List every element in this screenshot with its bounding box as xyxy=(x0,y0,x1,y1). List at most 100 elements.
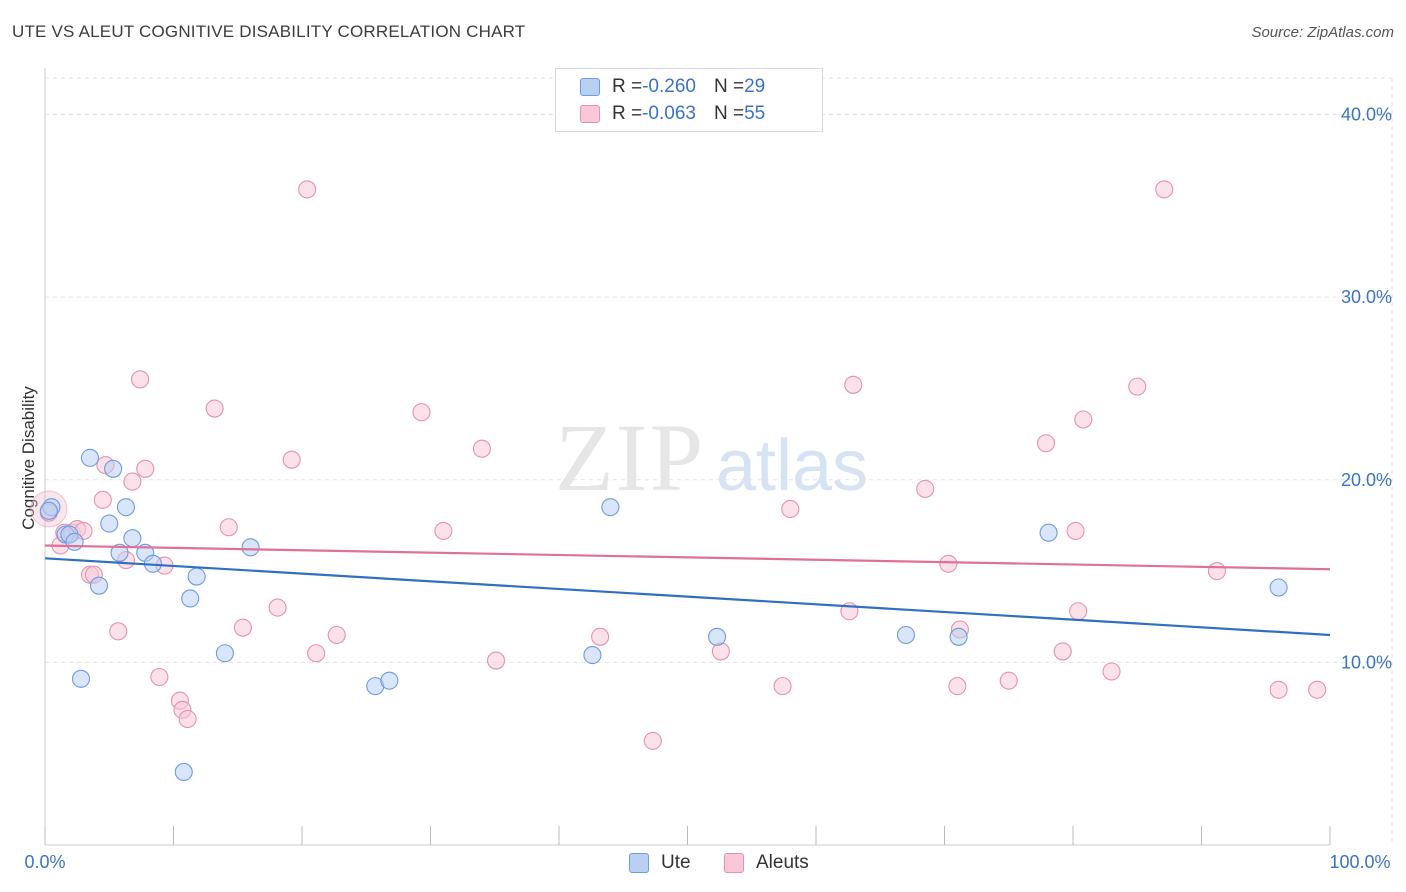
data-point-aleuts xyxy=(178,709,197,729)
data-point-aleuts xyxy=(150,667,169,687)
data-point-aleuts xyxy=(1036,434,1056,453)
data-point-aleuts xyxy=(1102,662,1121,681)
legend-aleuts-swatch xyxy=(724,853,744,873)
data-point-ute xyxy=(123,529,142,548)
data-point-aleuts xyxy=(268,598,287,617)
data-point-aleuts xyxy=(219,518,238,537)
data-point-ute xyxy=(100,514,119,533)
data-point-aleuts xyxy=(916,479,935,498)
watermark-zip: ZIP xyxy=(555,404,705,511)
data-point-ute xyxy=(116,498,136,517)
trend-line-ute xyxy=(44,557,1331,637)
ute-swatch xyxy=(580,78,600,96)
data-point-aleuts xyxy=(1128,377,1147,396)
ute-r-value: -0.260 xyxy=(642,76,696,97)
legend-aleuts-label: Aleuts xyxy=(756,852,809,873)
data-point-aleuts xyxy=(298,180,317,199)
data-point-ute xyxy=(241,538,260,557)
data-point-aleuts xyxy=(999,671,1018,690)
data-points xyxy=(30,180,1327,782)
data-point-ute xyxy=(89,576,109,595)
data-point-aleuts xyxy=(781,499,800,519)
data-point-aleuts xyxy=(307,644,326,663)
data-point-ute xyxy=(187,567,206,586)
trend-line-aleuts xyxy=(44,544,1331,571)
data-point-ute xyxy=(71,669,91,688)
data-point-aleuts xyxy=(948,677,967,696)
chart-title: UTE VS ALEUT COGNITIVE DISABILITY CORREL… xyxy=(12,22,526,41)
series-legend: Ute Aleuts xyxy=(0,852,1406,876)
data-point-ute xyxy=(80,448,100,467)
data-point-ute xyxy=(39,501,58,520)
data-point-ute xyxy=(601,498,620,517)
data-point-ute xyxy=(174,762,193,782)
source-label: Source: ZipAtlas.com xyxy=(1251,24,1394,41)
data-point-ute xyxy=(1039,523,1058,542)
data-point-ute xyxy=(110,543,129,562)
data-point-aleuts xyxy=(472,439,491,458)
legend-item-aleuts[interactable]: Aleuts xyxy=(724,852,809,874)
data-point-ute xyxy=(583,646,602,665)
data-point-aleuts xyxy=(939,554,958,573)
y-tick-label: 30.0% xyxy=(1341,287,1392,307)
x-tick-labels: 0.0% 100.0% xyxy=(24,852,1390,872)
data-point-ute xyxy=(65,532,84,551)
data-point-aleuts xyxy=(844,375,863,394)
data-point-ute xyxy=(708,627,727,646)
data-point-aleuts xyxy=(773,677,792,696)
stats-row-ute: R = -0.260 N = 29 xyxy=(580,74,765,100)
aleuts-r-label: R = xyxy=(612,103,643,124)
y-tick-label: 10.0% xyxy=(1341,652,1392,672)
data-point-ute xyxy=(104,459,123,478)
data-point-aleuts xyxy=(131,370,150,389)
y-tick-label: 40.0% xyxy=(1341,105,1392,125)
data-point-ute xyxy=(896,625,916,645)
data-point-aleuts xyxy=(123,472,142,491)
legend-ute-label: Ute xyxy=(661,852,691,873)
data-point-aleuts xyxy=(282,450,301,469)
y-axis-label: Cognitive Disability xyxy=(19,386,38,530)
x-tick-label-min: 0.0% xyxy=(24,852,65,872)
aleuts-n-value: 55 xyxy=(744,103,766,124)
legend-item-ute[interactable]: Ute xyxy=(629,852,691,874)
data-point-aleuts xyxy=(1155,180,1174,199)
ute-n-value: 29 xyxy=(744,76,766,97)
data-point-aleuts xyxy=(1308,680,1327,699)
watermark: ZIP atlas xyxy=(555,404,868,511)
data-point-aleuts xyxy=(591,627,610,646)
stats-legend: R = -0.260 N = 29 R = -0.063 N = 55 xyxy=(555,68,823,132)
stats-row-aleuts: R = -0.063 N = 55 xyxy=(580,101,765,127)
watermark-atlas: atlas xyxy=(716,426,868,506)
aleuts-swatch xyxy=(580,105,600,123)
aleuts-n-label: N = xyxy=(713,103,745,124)
data-point-aleuts xyxy=(327,625,346,645)
data-point-aleuts xyxy=(233,618,252,637)
y-tick-label: 20.0% xyxy=(1341,470,1392,490)
data-point-ute xyxy=(215,644,234,663)
data-point-ute xyxy=(949,627,968,646)
data-point-aleuts xyxy=(1066,521,1085,540)
data-point-aleuts xyxy=(93,490,112,509)
y-tick-labels: 10.0% 20.0% 30.0% 40.0% xyxy=(1341,105,1392,673)
trend-lines xyxy=(44,544,1331,637)
aleuts-r-value: -0.063 xyxy=(642,103,696,124)
axes xyxy=(44,68,1331,846)
data-point-aleuts xyxy=(1053,642,1072,661)
data-point-aleuts xyxy=(1074,410,1093,429)
ute-r-label: R = xyxy=(612,76,643,97)
data-point-aleuts xyxy=(412,403,431,422)
data-point-aleuts xyxy=(643,731,662,750)
data-point-aleuts xyxy=(486,651,506,670)
data-point-aleuts xyxy=(1069,602,1088,621)
data-point-ute xyxy=(181,589,200,608)
data-point-aleuts xyxy=(434,521,453,540)
data-point-aleuts xyxy=(1269,680,1288,699)
data-point-aleuts xyxy=(109,622,128,641)
data-point-ute xyxy=(380,671,399,690)
data-point-aleuts xyxy=(205,399,224,418)
y-axis-label-group: Cognitive Disability xyxy=(19,386,38,530)
legend-ute-swatch xyxy=(629,853,649,873)
data-point-aleuts xyxy=(1207,562,1226,581)
data-point-aleuts xyxy=(136,459,155,478)
